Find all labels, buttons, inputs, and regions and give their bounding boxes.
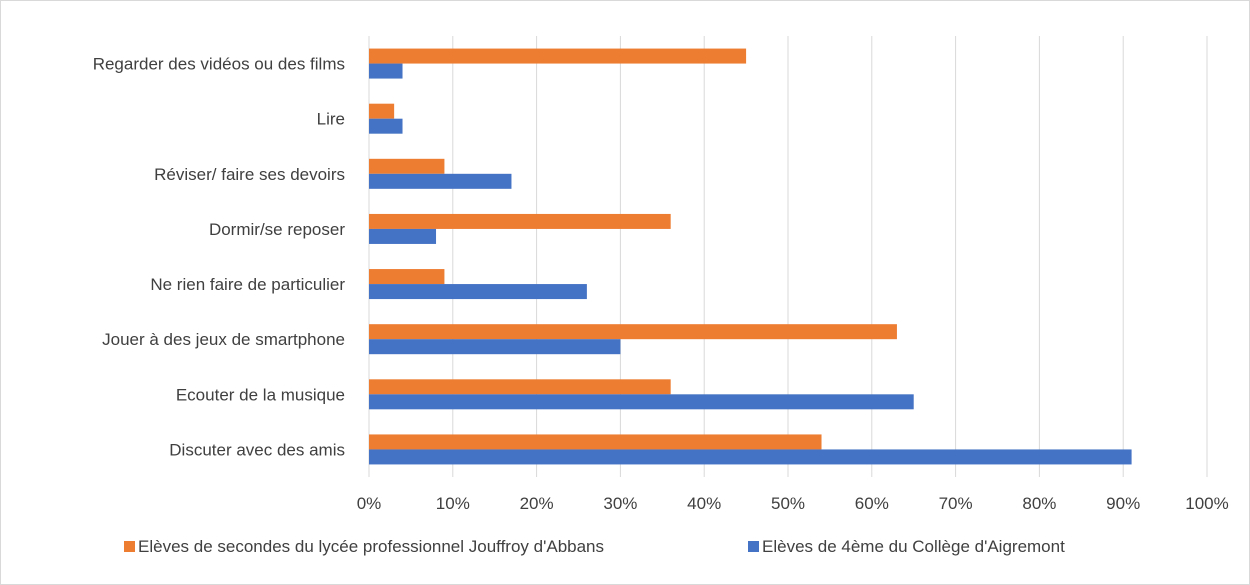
bar-4eme bbox=[369, 228, 437, 244]
bar-secondes bbox=[369, 269, 445, 285]
x-tick-label: 90% bbox=[1106, 494, 1140, 513]
x-tick-label: 70% bbox=[939, 494, 973, 513]
category-label: Ne rien faire de particulier bbox=[150, 275, 345, 294]
category-label: Lire bbox=[317, 110, 345, 129]
bar-secondes bbox=[369, 48, 747, 64]
bar-secondes bbox=[369, 324, 897, 340]
category-labels: Regarder des vidéos ou des films Lire Révi… bbox=[93, 55, 346, 460]
bar-4eme bbox=[369, 449, 1132, 465]
category-label: Réviser/ faire ses devoirs bbox=[154, 165, 345, 184]
legend-swatch bbox=[748, 541, 759, 552]
x-tick-label: 50% bbox=[771, 494, 805, 513]
bar-secondes bbox=[369, 213, 671, 229]
gridlines bbox=[368, 36, 1208, 477]
bar-secondes bbox=[369, 379, 671, 395]
x-tick-labels: 0% 10% 20% 30% 40% 50% 60% 70% 80% 90% 100% bbox=[357, 494, 1229, 513]
bar-4eme bbox=[369, 173, 512, 189]
x-tick-label: 80% bbox=[1022, 494, 1056, 513]
legend-label: Elèves de 4ème du Collège d'Aigremont bbox=[762, 537, 1065, 556]
category-label: Ecouter de la musique bbox=[176, 385, 345, 404]
legend-label: Elèves de secondes du lycée professionne… bbox=[138, 537, 604, 556]
legend: Elèves de secondes du lycée professionne… bbox=[124, 537, 1065, 556]
category-label: Discuter avec des amis bbox=[169, 440, 345, 459]
bar-4eme bbox=[369, 394, 914, 410]
bar-4eme bbox=[369, 118, 403, 134]
bar-4eme bbox=[369, 284, 587, 300]
bar-secondes bbox=[369, 103, 395, 119]
x-tick-label: 40% bbox=[687, 494, 721, 513]
x-tick-label: 10% bbox=[436, 494, 470, 513]
category-label: Regarder des vidéos ou des films bbox=[93, 55, 345, 74]
x-tick-label: 100% bbox=[1185, 494, 1228, 513]
x-tick-label: 20% bbox=[520, 494, 554, 513]
x-tick-label: 60% bbox=[855, 494, 889, 513]
x-tick-label: 30% bbox=[603, 494, 637, 513]
bar-secondes bbox=[369, 434, 822, 450]
category-label: Dormir/se reposer bbox=[209, 220, 345, 239]
bars bbox=[369, 48, 1132, 465]
legend-swatch bbox=[124, 541, 135, 552]
category-label: Jouer à des jeux de smartphone bbox=[102, 330, 345, 349]
bar-secondes bbox=[369, 158, 445, 174]
bar-4eme bbox=[369, 339, 621, 355]
bar-4eme bbox=[369, 63, 403, 79]
x-tick-label: 0% bbox=[357, 494, 382, 513]
